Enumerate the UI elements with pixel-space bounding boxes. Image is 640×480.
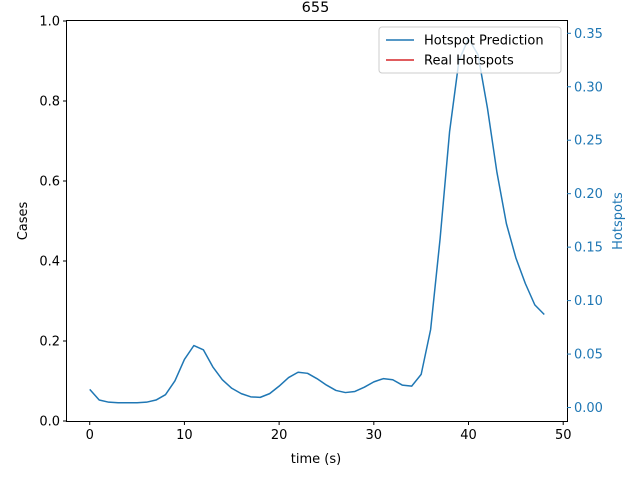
- y-right-tick-label: 0.25: [574, 134, 603, 149]
- y-right-tick-label: 0.00: [574, 401, 603, 416]
- y-left-tick-label: 0.2: [39, 335, 60, 350]
- y-left-tick-label: 0.4: [39, 255, 60, 270]
- y-right-tick-label: 0.20: [574, 187, 603, 202]
- legend-label-hotspot-prediction: Hotspot Prediction: [424, 34, 544, 49]
- y-right-tick-label: 0.30: [574, 80, 603, 95]
- y-right-tick-label: 0.05: [574, 348, 603, 363]
- y-right-axis-ticks: 0.00 0.05 0.10 0.15 0.20 0.25 0.30 0.35: [567, 27, 603, 416]
- legend: Hotspot Prediction Real Hotspots: [378, 26, 562, 74]
- y-left-tick-label: 0.0: [39, 415, 60, 430]
- plot-frame: [66, 20, 568, 422]
- y-left-axis-label: Cases: [16, 201, 31, 240]
- y-right-tick-label: 0.10: [574, 294, 603, 309]
- x-axis-label: time (s): [291, 452, 341, 467]
- x-tick-label: 40: [460, 428, 477, 443]
- x-tick-label: 10: [176, 428, 193, 443]
- legend-label-real-hotspots: Real Hotspots: [424, 54, 514, 69]
- x-tick-label: 30: [366, 428, 383, 443]
- y-left-tick-label: 1.0: [39, 15, 60, 30]
- y-left-tick-label: 0.6: [39, 175, 60, 190]
- y-right-axis-label: Hotspots: [611, 192, 626, 250]
- y-right-tick-label: 0.35: [574, 27, 603, 42]
- legend-box: [378, 26, 562, 74]
- x-tick-label: 0: [86, 428, 94, 443]
- y-right-tick-label: 0.15: [574, 241, 603, 256]
- x-tick-label: 50: [555, 428, 572, 443]
- y-left-axis-ticks: 0.0 0.2 0.4 0.6 0.8 1.0: [39, 15, 67, 430]
- x-axis-ticks: 0 10 20 30 40 50: [86, 421, 572, 443]
- x-tick-label: 20: [271, 428, 288, 443]
- y-left-tick-label: 0.8: [39, 95, 60, 110]
- chart-title: 655: [302, 0, 330, 16]
